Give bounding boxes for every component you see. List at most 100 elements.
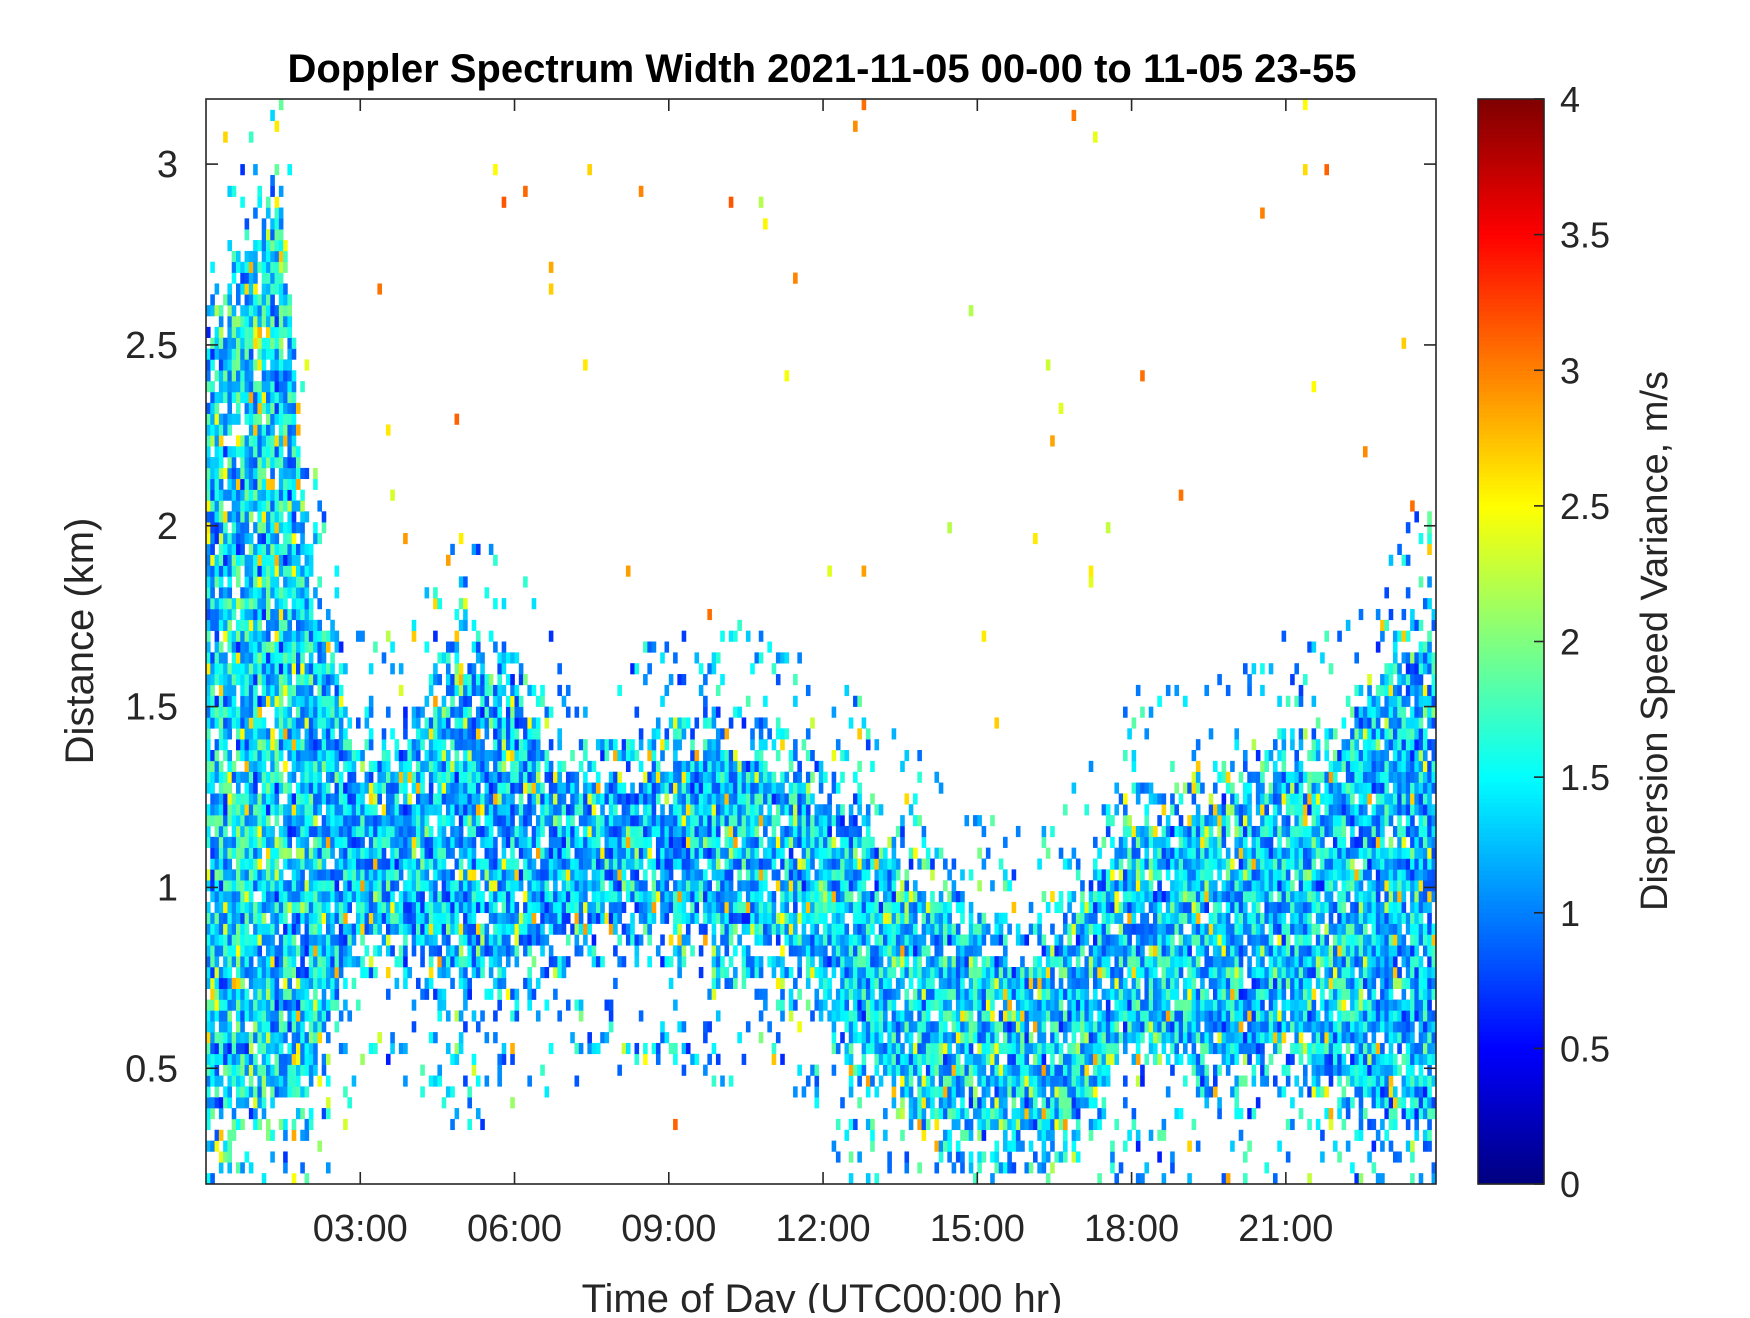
heatmap-cell [475, 760, 481, 772]
heatmap-cell [330, 836, 335, 848]
heatmap-cell [548, 706, 554, 718]
heatmap-cell [300, 641, 305, 653]
heatmap-cell [698, 967, 704, 979]
heatmap-cell [630, 750, 635, 762]
heatmap-cell [291, 489, 297, 501]
heatmap-cell [308, 619, 314, 631]
heatmap-cell [265, 283, 271, 295]
heatmap-cell [488, 988, 494, 1000]
heatmap-cell [480, 652, 485, 664]
heatmap-cell [244, 771, 250, 783]
heatmap-cell [720, 956, 725, 968]
heatmap-cell [441, 695, 447, 707]
heatmap-cell [270, 869, 275, 881]
heatmap-cell [287, 815, 293, 827]
heatmap-cell [733, 858, 738, 870]
heatmap-cell [278, 901, 284, 914]
heatmap-cell [355, 782, 361, 794]
heatmap-cell [561, 858, 567, 870]
heatmap-cell [274, 359, 280, 371]
heatmap-cell [480, 825, 485, 838]
heatmap-cell [304, 923, 310, 935]
heatmap-cell [261, 489, 267, 501]
heatmap-cell [304, 858, 310, 870]
heatmap-cell [865, 1032, 871, 1044]
heatmap-cell [287, 945, 293, 957]
heatmap-cell [750, 728, 755, 740]
heatmap-cell [793, 869, 798, 881]
heatmap-cell [244, 684, 250, 697]
heatmap-cell [904, 912, 910, 924]
heatmap-cell [313, 717, 318, 729]
heatmap-cell [424, 695, 430, 707]
heatmap-cell [767, 847, 772, 859]
heatmap-cell [373, 1042, 378, 1055]
heatmap-cell [583, 869, 588, 881]
heatmap-cell [257, 326, 263, 338]
heatmap-cell [283, 489, 288, 501]
heatmap-cell [261, 1010, 267, 1022]
heatmap-cell [887, 999, 892, 1011]
heatmap-cell [291, 771, 297, 783]
heatmap-cell [291, 370, 297, 382]
heatmap-cell [574, 804, 580, 816]
heatmap-cell [660, 912, 665, 924]
heatmap-cell [278, 739, 284, 751]
heatmap-cell [223, 988, 228, 1000]
heatmap-cell [214, 305, 220, 317]
heatmap-cell [248, 1042, 254, 1055]
heatmap-cell [857, 880, 862, 892]
heatmap-cell [325, 945, 331, 957]
heatmap-cell [257, 500, 263, 512]
heatmap-cell [480, 760, 485, 772]
heatmap-cell [493, 760, 498, 772]
heatmap-cell [227, 663, 233, 675]
heatmap-cell [591, 956, 597, 968]
heatmap-cell [321, 695, 327, 707]
heatmap-cell [265, 229, 271, 241]
heatmap-cell [698, 782, 704, 794]
heatmap-cell [283, 717, 288, 729]
heatmap-cell [797, 912, 802, 924]
heatmap-cell [227, 1053, 233, 1065]
heatmap-cell [253, 619, 258, 631]
heatmap-cell [531, 956, 537, 968]
heatmap-cell [685, 771, 691, 783]
heatmap-cell [861, 999, 867, 1011]
heatmap-cell [377, 847, 382, 859]
heatmap-cell [304, 598, 310, 610]
heatmap-cell [505, 923, 511, 935]
heatmap-cell [848, 1021, 854, 1033]
heatmap-cell [874, 1010, 880, 1022]
heatmap-cell [394, 912, 400, 924]
heatmap-cell [295, 750, 301, 762]
heatmap-cell [265, 1075, 271, 1087]
heatmap-cell [385, 912, 391, 924]
heatmap-cell [240, 912, 245, 924]
heatmap-cell [518, 934, 524, 946]
heatmap-cell [403, 977, 408, 989]
heatmap-cell [677, 836, 682, 848]
heatmap-cell [274, 164, 280, 176]
heatmap-cell [236, 1010, 241, 1022]
heatmap-cell [625, 1042, 631, 1055]
heatmap-cell [248, 717, 254, 729]
heatmap-cell [458, 576, 464, 588]
heatmap-cell [703, 674, 708, 686]
heatmap-cell [535, 923, 541, 935]
heatmap-cell [261, 608, 267, 621]
heatmap-cell [390, 869, 395, 881]
heatmap-cell [780, 771, 785, 783]
heatmap-cell [514, 652, 520, 664]
heatmap-cell [694, 652, 700, 664]
heatmap-cell [278, 370, 284, 382]
heatmap-cell [270, 587, 275, 599]
heatmap-cell [253, 207, 258, 219]
heatmap-cell [467, 1086, 472, 1098]
heatmap-cell [450, 641, 455, 653]
heatmap-cell [261, 880, 267, 892]
heatmap-cell [428, 912, 434, 924]
heatmap-cell [433, 587, 438, 599]
heatmap-cell [295, 825, 301, 838]
heatmap-cell [231, 250, 237, 263]
